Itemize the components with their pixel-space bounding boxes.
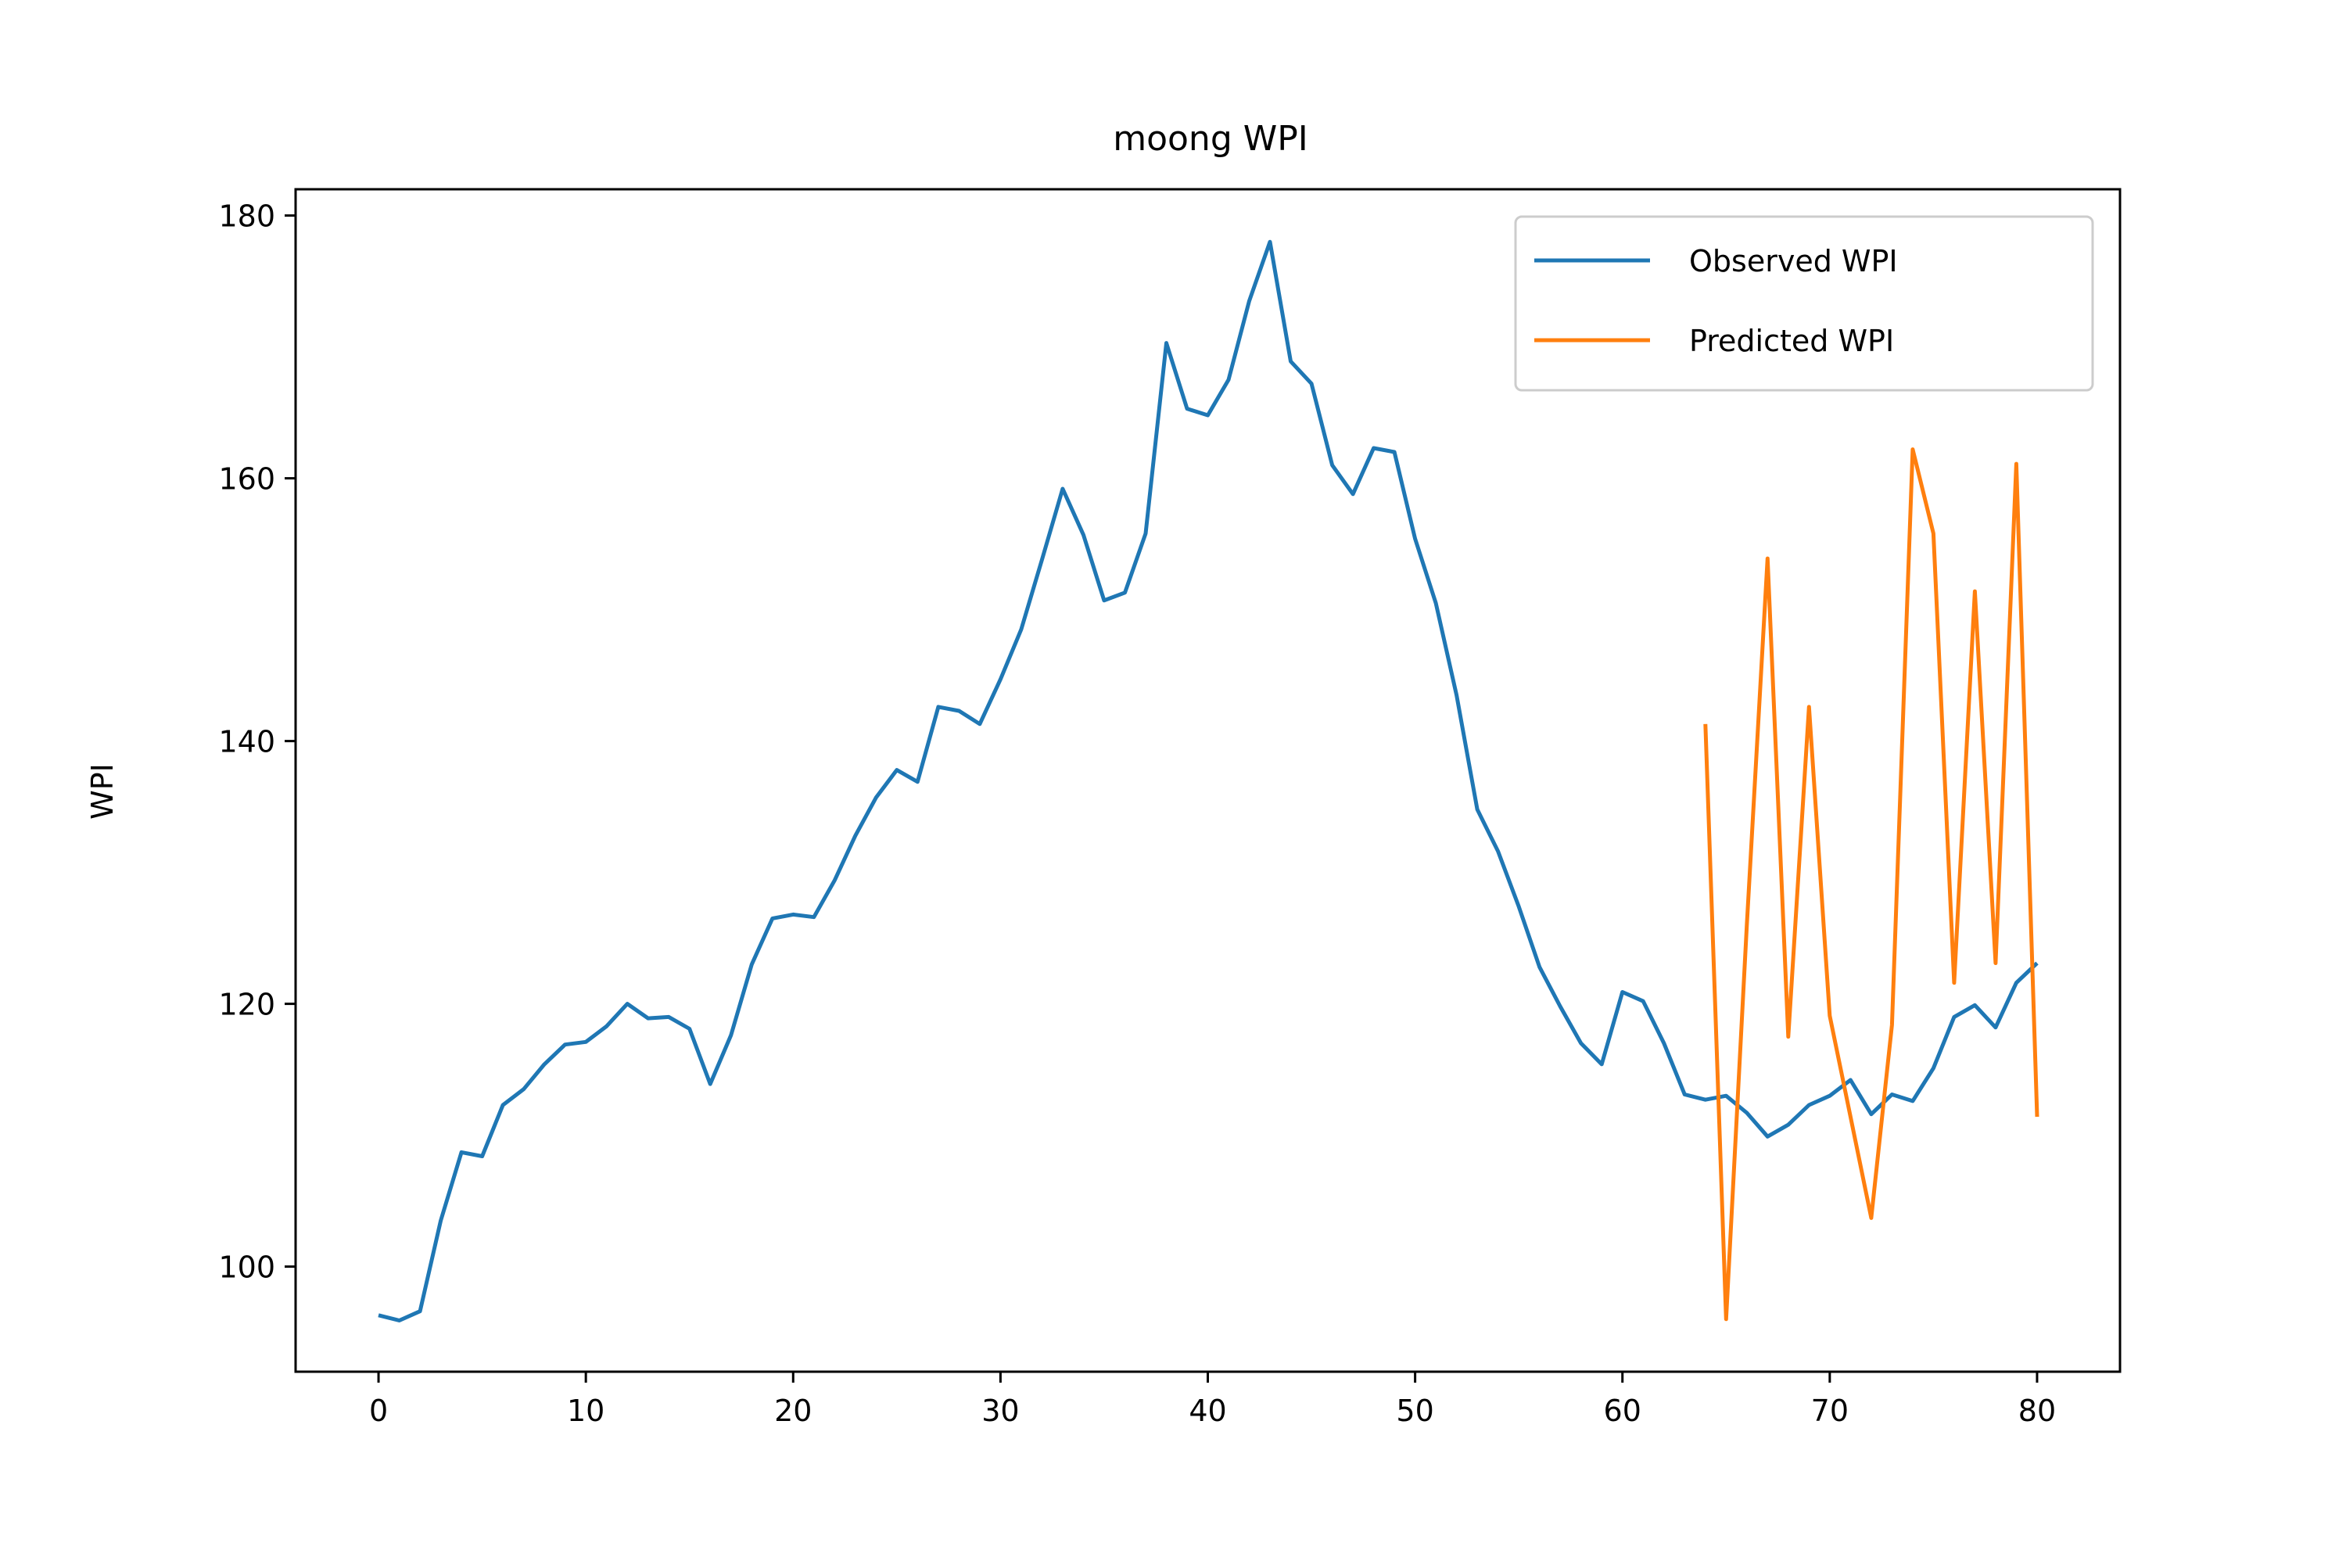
y-tick-label: 120 xyxy=(218,988,275,1022)
y-tick-label: 140 xyxy=(218,725,275,759)
chart-title: moong WPI xyxy=(1113,119,1308,159)
x-tick-label: 80 xyxy=(2018,1394,2056,1428)
x-tick-label: 10 xyxy=(567,1394,604,1428)
x-tick-label: 0 xyxy=(369,1394,388,1428)
y-tick-label: 180 xyxy=(218,199,275,234)
series-line-observed-wpi xyxy=(378,239,2039,1322)
x-tick-label: 60 xyxy=(1604,1394,1641,1428)
legend-box xyxy=(1514,215,2094,392)
legend: Observed WPI Predicted WPI xyxy=(1514,215,2094,392)
y-axis-label: WPI xyxy=(85,763,120,820)
legend-label-predicted: Predicted WPI xyxy=(1689,324,1894,358)
x-tick-label: 40 xyxy=(1189,1394,1226,1428)
x-tick-label: 30 xyxy=(981,1394,1019,1428)
series-line-predicted-wpi xyxy=(1703,447,2039,1322)
x-tick-label: 20 xyxy=(774,1394,812,1428)
plot-lines xyxy=(378,239,2039,1322)
y-tick-label: 160 xyxy=(218,462,275,497)
plot-frame xyxy=(294,188,2122,1373)
x-tick-label: 70 xyxy=(1811,1394,1849,1428)
y-tick-label: 100 xyxy=(218,1250,275,1285)
axis-ticks: 0 10 20 30 40 50 60 70 80 100 120 140 160 180 xyxy=(218,199,2056,1428)
legend-label-observed: Observed WPI xyxy=(1689,244,1898,278)
x-tick-label: 50 xyxy=(1396,1394,1433,1428)
